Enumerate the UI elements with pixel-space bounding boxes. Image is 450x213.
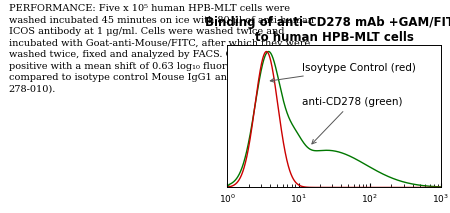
Text: PERFORMANCE: Five x 10⁵ human HPB-MLT cells were
washed incubated 45 minutes on : PERFORMANCE: Five x 10⁵ human HPB-MLT ce… (9, 4, 316, 94)
Title: Binding of anti-CD278 mAb +GAM/FITC
to human HPB-MLT cells: Binding of anti-CD278 mAb +GAM/FITC to h… (205, 16, 450, 44)
Text: Isoytype Control (red): Isoytype Control (red) (270, 63, 416, 82)
Text: anti-CD278 (green): anti-CD278 (green) (302, 97, 403, 144)
